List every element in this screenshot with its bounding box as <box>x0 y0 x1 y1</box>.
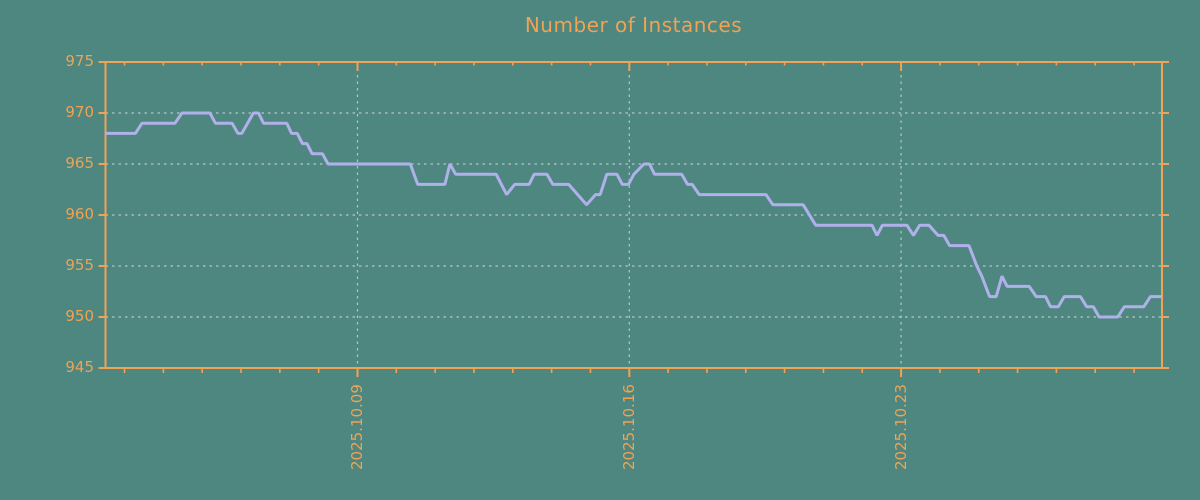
data-line-instances <box>105 111 1162 319</box>
x-tick-label: 2025.10.16 <box>620 384 639 470</box>
x-tick-label: 2025.10.23 <box>892 384 911 470</box>
axis-frame <box>104 61 1163 369</box>
y-tick-label: 960 <box>65 205 94 223</box>
chart-title: Number of Instances <box>524 13 743 37</box>
y-tick-label: 970 <box>65 103 94 121</box>
y-tick-label: 955 <box>65 256 94 274</box>
y-tick-label: 965 <box>65 154 94 172</box>
x-tick-label: 2025.10.09 <box>348 384 367 470</box>
y-tick-label: 945 <box>65 358 94 376</box>
y-tick-label: 950 <box>65 307 94 325</box>
y-tick-label: 975 <box>65 52 94 70</box>
